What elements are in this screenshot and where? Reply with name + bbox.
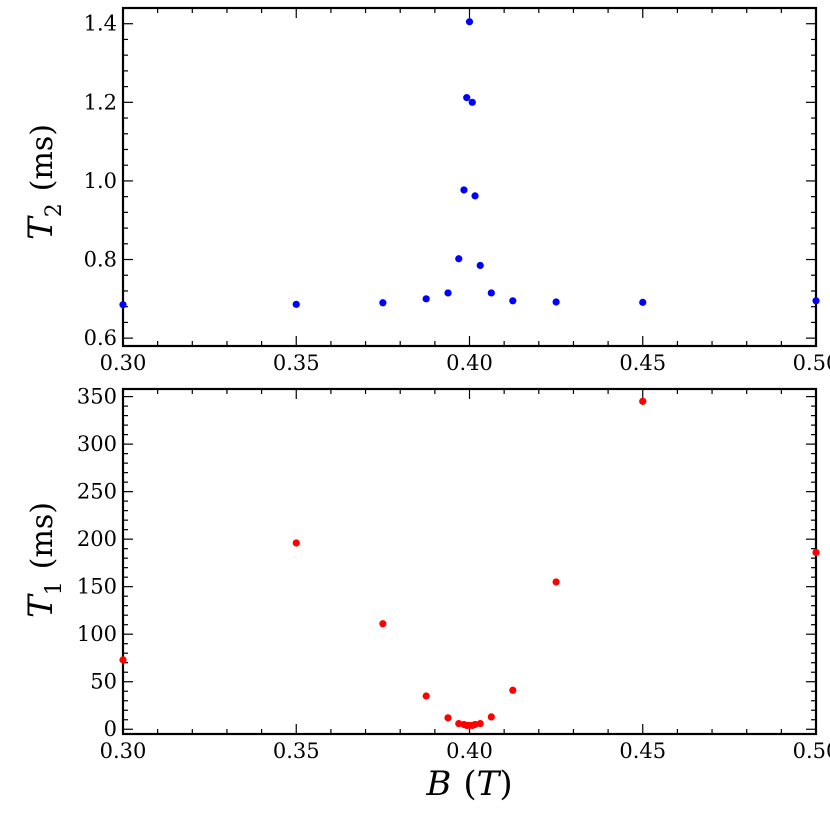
data-point — [552, 298, 560, 306]
x-tick-label: 0.30 — [100, 351, 147, 375]
data-point — [455, 255, 463, 263]
y-tick-label: 350 — [77, 385, 117, 409]
plot-frame — [121, 6, 818, 348]
x-tick-label: 0.45 — [619, 739, 666, 763]
x-tick-label: 0.40 — [446, 739, 493, 763]
y-tick-label: 50 — [90, 670, 117, 694]
x-axis-symbol: B — [425, 764, 451, 804]
data-point — [487, 289, 495, 297]
x-tick-label: 0.40 — [446, 351, 493, 375]
data-point — [460, 186, 468, 194]
data-point — [422, 692, 430, 700]
y-tick-label: 200 — [77, 527, 117, 551]
x-axis-label: B (T) — [425, 764, 512, 804]
y-tick-label: 0.6 — [84, 326, 117, 350]
y-tick-label: 0.8 — [84, 248, 117, 272]
data-point — [509, 686, 517, 694]
data-point — [476, 261, 484, 270]
data-point — [476, 719, 484, 728]
data-point — [463, 94, 471, 102]
data-point — [639, 298, 647, 306]
x-axis-paren-close: ) — [499, 764, 512, 804]
y-tick-label: 0 — [104, 717, 117, 741]
t1-panel: 0.30 0.35 0.40 0.45 0.50 0 50 100 150 200 250 300 35… — [21, 385, 830, 804]
x-axis-paren-open: ( — [463, 764, 476, 804]
data-point — [422, 295, 430, 303]
y-axis-symbol: T — [21, 215, 61, 240]
y-axis-unit: (ms) — [25, 124, 60, 191]
x-axis-unit: T — [477, 764, 502, 804]
y-tick-label: 250 — [77, 480, 117, 504]
y-tick-label: 1.4 — [84, 12, 117, 36]
data-point — [444, 289, 452, 297]
data-point — [465, 18, 474, 26]
y-axis-subscript: 1 — [42, 581, 67, 595]
y-tick-label: 300 — [77, 432, 117, 456]
y-tick-label: 100 — [77, 622, 117, 646]
data-point — [509, 297, 517, 305]
data-point — [119, 301, 127, 309]
x-tick-label: 0.35 — [273, 351, 320, 375]
data-point — [552, 578, 560, 586]
y-axis-subscript: 2 — [42, 203, 67, 217]
data-point — [379, 620, 387, 628]
y-axis-label: T2 (ms) — [21, 124, 67, 240]
y-axis-label: T1 (ms) — [21, 502, 67, 618]
data-point — [444, 714, 452, 722]
data-point — [812, 548, 820, 557]
y-tick-label: 1.0 — [84, 169, 117, 193]
x-tick-label: 0.50 — [793, 739, 830, 763]
data-point — [468, 98, 476, 106]
data-point — [292, 300, 300, 308]
x-tick-label: 0.50 — [793, 351, 830, 375]
data-point — [812, 297, 820, 305]
plot-frame — [121, 387, 818, 736]
x-tick-label: 0.45 — [619, 351, 666, 375]
data-point — [487, 713, 495, 721]
data-point — [292, 539, 300, 547]
x-tick-label: 0.35 — [273, 739, 320, 763]
y-tick-label: 150 — [77, 575, 117, 599]
y-axis-symbol: T — [21, 593, 61, 618]
y-axis-unit: (ms) — [25, 502, 60, 569]
y-tick-label: 1.2 — [84, 90, 117, 114]
x-tick-label: 0.30 — [100, 739, 147, 763]
data-point — [379, 299, 387, 307]
t2-panel: 0.30 0.35 0.40 0.45 0.50 0.6 0.8 1.0 1.2 1.4 T2 (ms… — [21, 6, 830, 375]
data-point — [639, 397, 647, 405]
data-point — [119, 656, 127, 664]
data-point — [471, 192, 479, 200]
